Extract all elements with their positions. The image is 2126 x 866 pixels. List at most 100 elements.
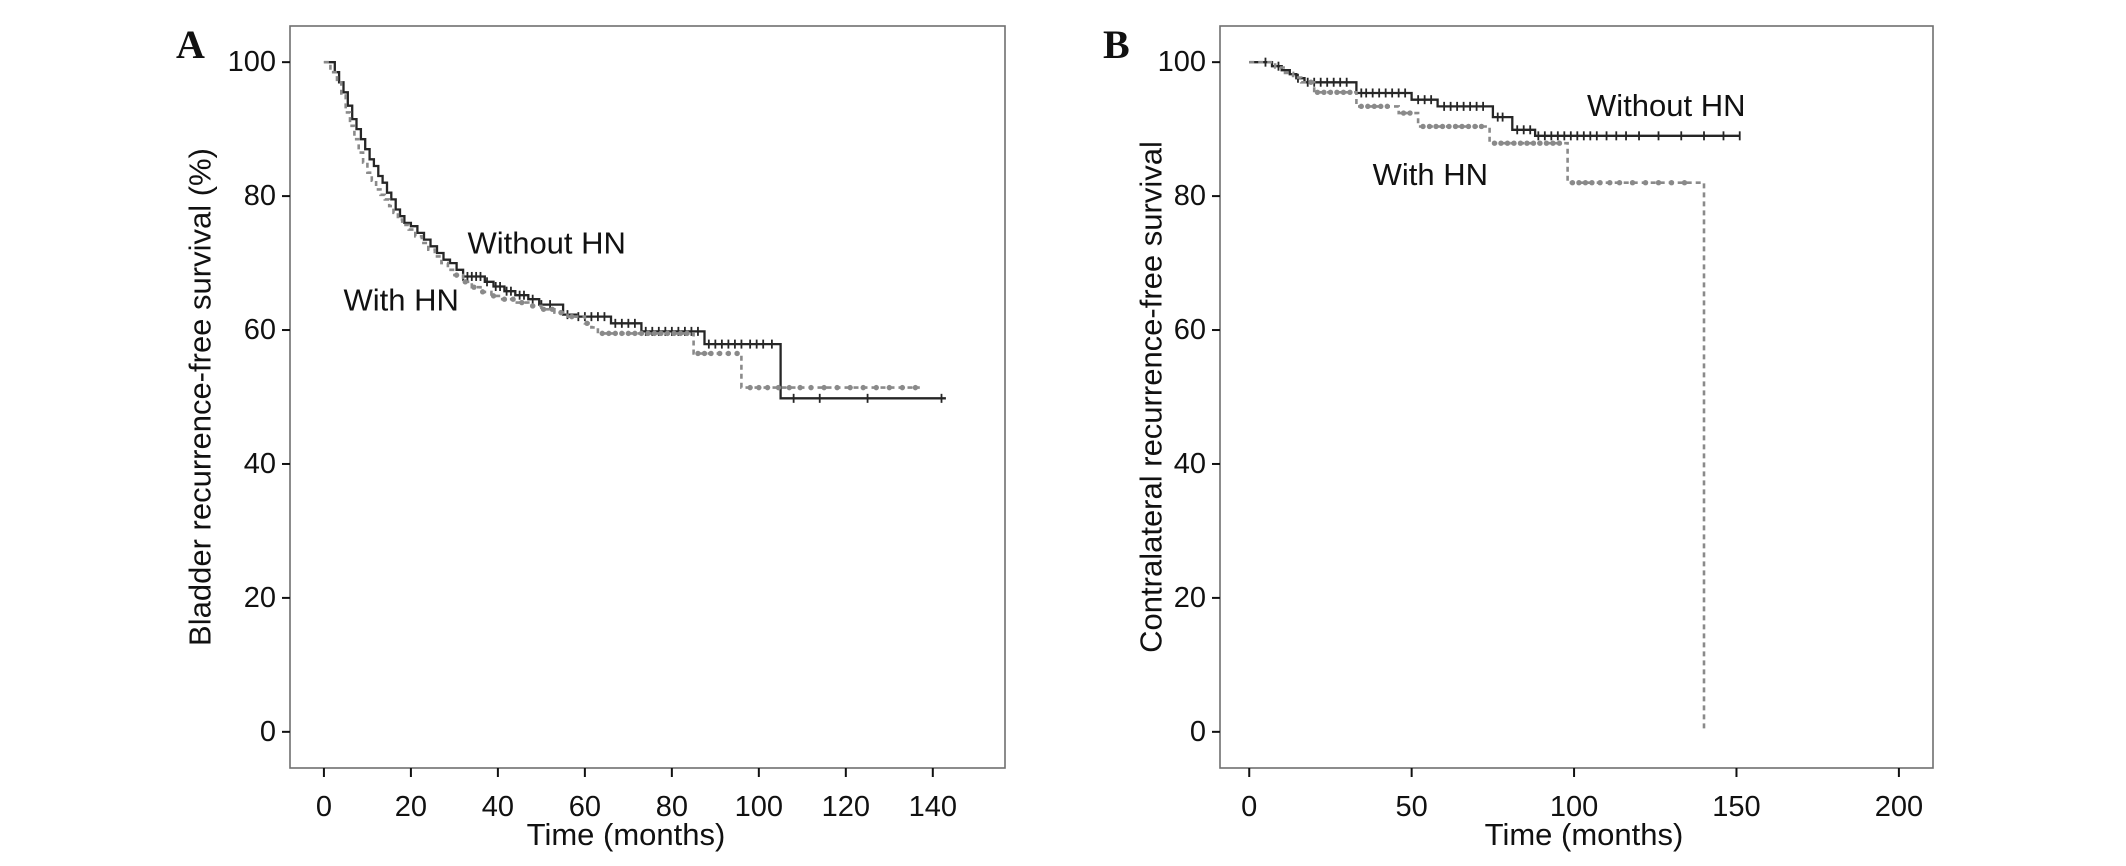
x-axis-tick-label: 120 [822, 791, 870, 823]
censor-mark [797, 384, 803, 391]
x-axis-tick-label: 150 [1712, 791, 1760, 823]
censor-mark [1465, 123, 1472, 130]
x-axis-tick-label: 50 [1396, 791, 1428, 823]
x-axis-tick-label: 80 [656, 791, 688, 823]
y-axis-tick-label: 0 [1190, 716, 1206, 748]
censor-mark [1556, 140, 1563, 146]
censor-mark [1642, 180, 1649, 186]
plot-frame [289, 25, 1006, 769]
censor-mark [1569, 180, 1576, 186]
censor-mark [612, 330, 619, 337]
censor-mark [899, 384, 906, 391]
censor-mark [1498, 140, 1504, 146]
censor-mark [671, 330, 677, 337]
censor-mark [821, 384, 827, 391]
censor-mark [658, 330, 664, 337]
censor-mark [1384, 103, 1390, 110]
censor-mark [1537, 140, 1543, 146]
censor-marks-with-hn [453, 272, 919, 391]
censor-mark [529, 303, 536, 309]
y-axis-title: Contralateral recurrence-free survival [1134, 141, 1169, 653]
panel-b: 0 20 40 60 80 100 0 50 100 150 200 Time (months) Con… [1103, 22, 1934, 852]
censor-mark [808, 384, 814, 391]
censor-mark [701, 350, 708, 357]
y-axis-tick-label: 40 [1174, 448, 1206, 480]
censor-mark [1371, 103, 1377, 110]
censor-mark [1655, 180, 1662, 186]
y-axis-tick-label: 100 [228, 46, 276, 78]
y-axis-tick-label: 0 [260, 716, 276, 748]
censor-mark [1511, 140, 1517, 146]
censor-mark [734, 350, 740, 357]
censor-mark [677, 330, 684, 337]
censor-mark [708, 350, 714, 357]
censor-marks-without-hn [462, 271, 943, 403]
y-axis-tick-label: 60 [1174, 314, 1206, 346]
censor-mark [1308, 79, 1314, 85]
censor-mark [638, 330, 645, 337]
censor-mark [1589, 180, 1595, 186]
censor-marks-with-hn [1308, 79, 1688, 186]
censor-mark [1668, 180, 1675, 186]
censor-mark [540, 306, 547, 312]
censor-mark [756, 384, 762, 391]
censor-mark [632, 330, 638, 337]
censor-mark [716, 350, 723, 357]
censor-mark [584, 320, 590, 327]
censor-mark [912, 384, 919, 391]
censor-mark [606, 330, 612, 337]
censor-mark [519, 299, 525, 306]
censor-mark [651, 330, 658, 337]
censor-mark [1517, 140, 1524, 146]
censor-mark [1407, 110, 1413, 116]
panel-letter: B [1103, 22, 1130, 67]
y-axis-tick-label: 100 [1158, 46, 1206, 78]
censor-mark [471, 284, 477, 290]
x-axis-tick-label: 200 [1875, 791, 1923, 823]
y-axis-tick-label: 80 [244, 180, 276, 212]
censor-mark [747, 384, 753, 391]
censor-mark [1491, 140, 1498, 146]
series-label-without-hn: Without HN [467, 225, 625, 260]
censor-mark [847, 384, 853, 391]
censor-mark [462, 279, 468, 285]
censor-mark [1504, 140, 1511, 146]
censor-mark [1530, 140, 1537, 146]
censor-mark [645, 330, 651, 337]
censor-mark [1314, 89, 1321, 95]
x-axis-tick-label: 40 [482, 791, 514, 823]
censor-mark [1576, 180, 1582, 186]
censor-mark [1420, 123, 1426, 130]
censor-mark [1433, 123, 1439, 130]
y-axis-tick-label: 20 [1174, 582, 1206, 614]
censor-mark [1340, 89, 1347, 95]
censor-mark [1524, 140, 1530, 146]
censor-mark [775, 384, 782, 391]
y-axis-tick-label: 60 [244, 314, 276, 346]
censor-mark [501, 296, 508, 302]
x-axis-tick-label: 20 [395, 791, 427, 823]
censor-mark [490, 293, 497, 299]
censor-mark [1400, 110, 1407, 116]
censor-mark [860, 384, 866, 391]
censor-mark [1327, 89, 1334, 95]
censor-mark [599, 330, 605, 337]
km-curve-with-hn [323, 60, 920, 389]
censor-mark [1426, 123, 1433, 130]
censor-mark [1478, 123, 1485, 130]
censor-mark [1358, 103, 1365, 110]
y-axis-title: Bladder recurrence-free survival (%) [183, 148, 218, 646]
censor-mark [1365, 103, 1371, 110]
y-axis-tick-label: 40 [244, 448, 276, 480]
censor-mark [1629, 180, 1636, 186]
x-axis-tick-label: 0 [316, 791, 332, 823]
censor-mark [453, 272, 460, 278]
censor-mark [1321, 89, 1327, 95]
x-axis-tick-label: 0 [1241, 791, 1257, 823]
series-label-without-hn: Without HN [1587, 88, 1745, 123]
panel-letter: A [176, 22, 205, 67]
censor-mark [619, 330, 625, 337]
censor-mark [764, 384, 771, 391]
